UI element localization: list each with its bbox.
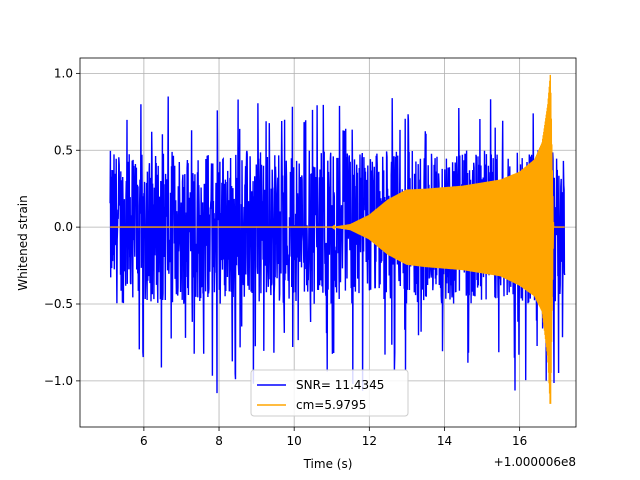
x-tick-label: 8: [215, 434, 223, 448]
y-tick-label: −0.5: [44, 297, 73, 311]
legend: SNR= 11.4345 cm=5.9795: [250, 369, 409, 417]
series-line-cm: [110, 74, 565, 404]
x-tick-label: 16: [512, 434, 527, 448]
y-tick-label: 1.0: [54, 66, 73, 80]
plot-area: [109, 74, 566, 404]
legend-label-cm: cm=5.9795: [296, 398, 366, 412]
legend-box: [250, 369, 409, 417]
x-offset-label: +1.000006e8: [494, 455, 576, 469]
x-axis: 6 8 10 12 14 16: [140, 427, 527, 448]
y-tick-label: 0.5: [54, 143, 73, 157]
y-axis-label: Whitened strain: [16, 195, 30, 291]
x-tick-label: 6: [140, 434, 148, 448]
x-axis-label: Time (s): [303, 457, 353, 471]
x-tick-label: 14: [437, 434, 452, 448]
x-tick-label: 10: [287, 434, 302, 448]
legend-label-snr: SNR= 11.4345: [296, 378, 384, 392]
y-tick-label: −1.0: [44, 374, 73, 388]
y-tick-label: 0.0: [54, 220, 73, 234]
y-axis: −1.0 −0.5 0.0 0.5 1.0: [44, 66, 80, 388]
x-tick-label: 12: [362, 434, 377, 448]
axes-frame: [79, 57, 577, 428]
